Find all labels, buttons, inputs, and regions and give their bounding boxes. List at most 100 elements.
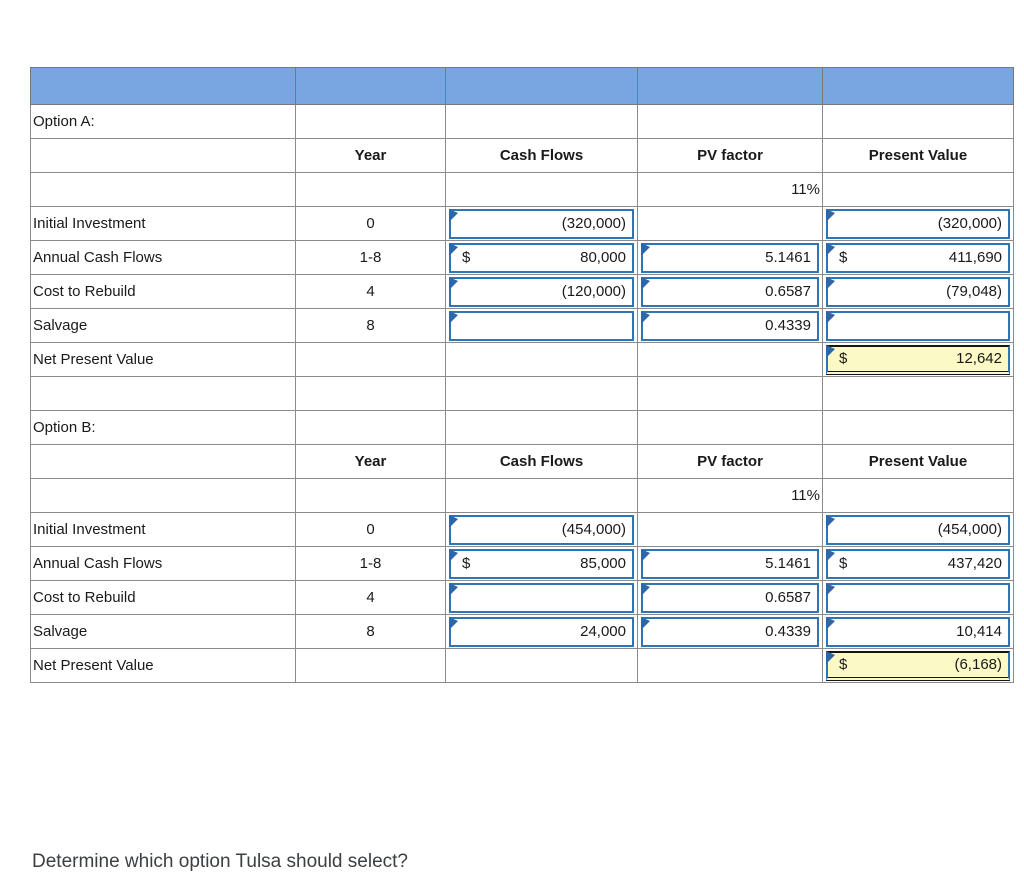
dollar-sign: $	[839, 656, 848, 673]
cash-flow-input[interactable]: $80,000	[449, 242, 634, 273]
dollar-sign: $	[839, 249, 848, 266]
year-value: 0	[295, 512, 446, 547]
cell-value: (6,168)	[954, 656, 1002, 673]
empty-cell	[295, 172, 446, 207]
present-value-input[interactable]: (79,048)	[826, 276, 1010, 307]
discount-rate-a: 11%	[637, 172, 823, 207]
col-header-year: Year	[295, 138, 446, 173]
year-value: 8	[295, 308, 446, 343]
empty-cell	[295, 410, 446, 445]
empty-cell	[30, 376, 296, 411]
cell-value: 12,642	[956, 350, 1002, 367]
empty-cell	[637, 512, 823, 547]
cell-value: 5.1461	[765, 555, 811, 572]
col-header-cash-flows: Cash Flows	[445, 138, 638, 173]
row-label: Cost to Rebuild	[30, 274, 296, 309]
present-value-input[interactable]: $437,420	[826, 548, 1010, 579]
cell-value: 437,420	[947, 555, 1002, 572]
pv-factor-input[interactable]: 5.1461	[641, 548, 819, 579]
cash-flow-input[interactable]: 24,000	[449, 616, 634, 647]
discount-rate-b: 11%	[637, 478, 823, 513]
section-b-title-row: Option B:	[30, 410, 1014, 445]
empty-cell	[30, 138, 296, 173]
table-row: Initial Investment 0 (454,000) (454,000)	[30, 512, 1014, 547]
cash-flow-input[interactable]	[449, 310, 634, 341]
npv-row: Net Present Value $ (6,168)	[30, 648, 1014, 683]
pv-factor-input[interactable]: 0.6587	[641, 582, 819, 613]
pv-factor-input[interactable]: 5.1461	[641, 242, 819, 273]
table-row: Cost to Rebuild 4 (120,000) 0.6587 (79,0…	[30, 274, 1014, 309]
present-value-input[interactable]	[826, 582, 1010, 613]
present-value-input[interactable]: $411,690	[826, 242, 1010, 273]
cell-value: 0.4339	[765, 317, 811, 334]
empty-cell	[445, 478, 638, 513]
year-value: 4	[295, 580, 446, 615]
section-a-title-row: Option A:	[30, 104, 1014, 139]
cell-value: (454,000)	[561, 521, 626, 538]
empty-cell	[445, 342, 638, 377]
empty-cell	[637, 376, 823, 411]
row-label: Initial Investment	[30, 206, 296, 241]
cell-value: (454,000)	[937, 521, 1002, 538]
empty-cell	[445, 410, 638, 445]
section-b-title: Option B:	[30, 410, 296, 445]
npv-worksheet-table: Option A: Year Cash Flows PV factor Pres…	[30, 67, 1014, 683]
table-row: Cost to Rebuild 4 0.6587	[30, 580, 1014, 615]
col-header-cash-flows: Cash Flows	[445, 444, 638, 479]
present-value-input[interactable]: (320,000)	[826, 208, 1010, 239]
empty-cell	[445, 648, 638, 683]
empty-cell	[637, 410, 823, 445]
header-band-cell	[445, 67, 638, 105]
row-label: Net Present Value	[30, 648, 296, 683]
cash-flow-input[interactable]: (120,000)	[449, 276, 634, 307]
cell-value: 0.4339	[765, 623, 811, 640]
empty-cell	[30, 444, 296, 479]
cell-value: 85,000	[580, 555, 626, 572]
col-header-pv-factor: PV factor	[637, 138, 823, 173]
row-label: Net Present Value	[30, 342, 296, 377]
cell-value: 10,414	[956, 623, 1002, 640]
row-label: Cost to Rebuild	[30, 580, 296, 615]
year-value: 1-8	[295, 240, 446, 275]
header-band-cell	[30, 67, 296, 105]
empty-cell	[445, 172, 638, 207]
year-value: 0	[295, 206, 446, 241]
table-row: Salvage 8 24,000 0.4339 10,414	[30, 614, 1014, 649]
cash-flow-input[interactable]: (454,000)	[449, 514, 634, 545]
question-text: Determine which option Tulsa should sele…	[32, 851, 408, 872]
section-b-rate-row: 11%	[30, 478, 1014, 513]
empty-cell	[637, 342, 823, 377]
cell-value: 24,000	[580, 623, 626, 640]
empty-cell	[295, 648, 446, 683]
empty-cell	[445, 376, 638, 411]
present-value-input[interactable]: 10,414	[826, 616, 1010, 647]
empty-cell	[445, 104, 638, 139]
present-value-input[interactable]: (454,000)	[826, 514, 1010, 545]
cash-flow-input[interactable]: $85,000	[449, 548, 634, 579]
year-value: 8	[295, 614, 446, 649]
dollar-sign: $	[839, 555, 848, 572]
cash-flow-input[interactable]	[449, 582, 634, 613]
section-b-column-header-row: Year Cash Flows PV factor Present Value	[30, 444, 1014, 479]
dollar-sign: $	[462, 555, 471, 572]
section-a-rate-row: 11%	[30, 172, 1014, 207]
pv-factor-input[interactable]: 0.4339	[641, 310, 819, 341]
empty-cell	[637, 104, 823, 139]
cell-value: (120,000)	[561, 283, 626, 300]
col-header-present-value: Present Value	[822, 444, 1014, 479]
present-value-input[interactable]	[826, 310, 1010, 341]
npv-result-input[interactable]: $ (6,168)	[826, 650, 1010, 681]
empty-cell	[295, 342, 446, 377]
row-label: Salvage	[30, 308, 296, 343]
spreadsheet-header-row	[30, 67, 1014, 105]
year-value: 4	[295, 274, 446, 309]
cash-flow-input[interactable]: (320,000)	[449, 208, 634, 239]
table-row: Annual Cash Flows 1-8 $85,000 5.1461 $43…	[30, 546, 1014, 581]
col-header-present-value: Present Value	[822, 138, 1014, 173]
pv-factor-input[interactable]: 0.6587	[641, 276, 819, 307]
row-label: Annual Cash Flows	[30, 240, 296, 275]
pv-factor-input[interactable]: 0.4339	[641, 616, 819, 647]
empty-cell	[295, 376, 446, 411]
npv-result-input[interactable]: $12,642	[826, 344, 1010, 375]
header-band-cell	[295, 67, 446, 105]
